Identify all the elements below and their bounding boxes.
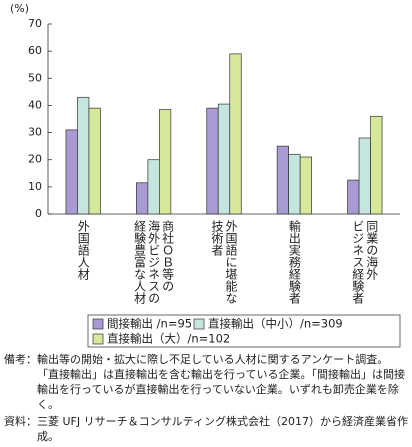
y-tick-label: 30 bbox=[28, 126, 42, 139]
legend-box bbox=[87, 314, 401, 348]
bar bbox=[147, 159, 160, 215]
bar bbox=[217, 103, 231, 215]
y-tick-label: 0 bbox=[35, 207, 42, 220]
bar bbox=[358, 137, 371, 215]
legend-swatch bbox=[92, 333, 104, 345]
x-tick-label: 同業の海外 ビジネス経験者 bbox=[350, 220, 379, 304]
bar bbox=[77, 96, 90, 215]
x-tick-label: 外国語に堪能な 技術者 bbox=[210, 220, 238, 304]
chart: (%) 0 10 20 30 40 50 60 70 間接輸出 /n=95 直接輸出（中小）/n=… bbox=[10, 2, 401, 348]
bar bbox=[229, 53, 242, 215]
legend-label: 間接輸出 /n=95 bbox=[107, 317, 192, 331]
bar bbox=[370, 115, 383, 215]
legend-label: 直接輸出（大）/n=102 bbox=[107, 332, 230, 346]
source: 資料： 三菱 UFJ リサーチ＆コンサルティング株式会社（2017）から経済産業… bbox=[4, 414, 408, 444]
notes-text: 輸出等の開始・拡大に際し不足している人材に関するアンケート調査。 「直接輸出」は… bbox=[37, 353, 405, 411]
x-tick-label: 輸出実務経験者 bbox=[287, 220, 302, 304]
bar bbox=[65, 129, 78, 215]
x-tick-label: 商社ＯＢ等の 海外ビジネスの 経験豊富な人材 bbox=[132, 220, 175, 304]
y-tick-label: 60 bbox=[28, 44, 42, 57]
legend-label: 直接輸出（中小）/n=309 bbox=[208, 317, 343, 331]
y-tick-label: 70 bbox=[28, 17, 42, 30]
notes-label: 備考： bbox=[4, 353, 37, 366]
y-tick-label: 40 bbox=[28, 98, 42, 111]
y-tick-label: 50 bbox=[28, 71, 42, 84]
bar bbox=[136, 182, 149, 215]
bar bbox=[206, 107, 219, 215]
bar bbox=[88, 107, 101, 215]
bar bbox=[347, 179, 360, 215]
bar bbox=[299, 156, 312, 215]
source-label: 資料： bbox=[4, 415, 37, 428]
source-text: 三菱 UFJ リサーチ＆コンサルティング株式会社（2017）から経済産業省作成。 bbox=[37, 415, 408, 443]
y-tick-label: 20 bbox=[28, 153, 42, 166]
x-tick-label: 外国語人材 bbox=[76, 220, 91, 280]
y-tick-label: 10 bbox=[28, 180, 42, 193]
legend-swatch bbox=[193, 318, 205, 330]
legend-swatch bbox=[92, 318, 104, 330]
bar bbox=[288, 153, 301, 215]
y-axis-label: (%) bbox=[10, 2, 29, 15]
bar bbox=[159, 109, 172, 215]
notes: 備考： 輸出等の開始・拡大に際し不足している人材に関するアンケート調査。 「直接… bbox=[4, 352, 408, 412]
bar bbox=[276, 145, 289, 215]
